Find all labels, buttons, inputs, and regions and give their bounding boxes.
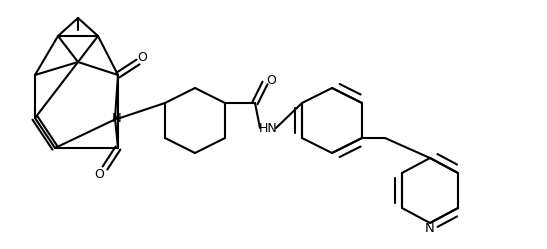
Text: O: O <box>137 51 147 63</box>
Text: N: N <box>112 112 122 124</box>
Text: O: O <box>94 169 104 182</box>
Text: N: N <box>425 222 435 235</box>
Text: O: O <box>266 73 276 86</box>
Text: HN: HN <box>259 122 277 134</box>
